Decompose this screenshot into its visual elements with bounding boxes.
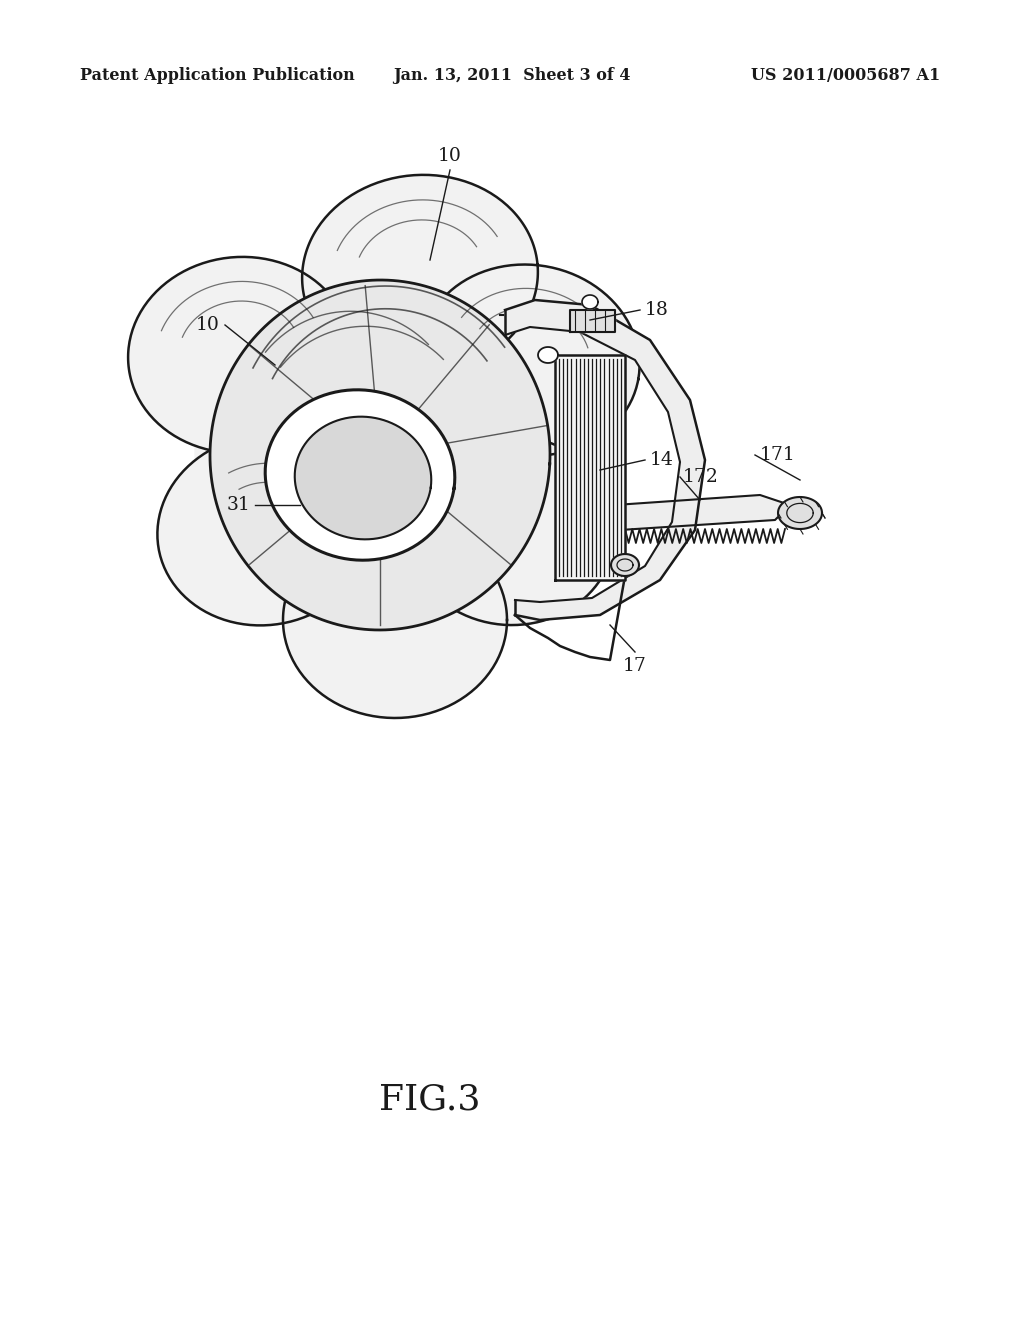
Text: 17: 17 — [623, 657, 647, 675]
Text: 10: 10 — [197, 315, 220, 334]
Text: US 2011/0005687 A1: US 2011/0005687 A1 — [751, 66, 940, 83]
Polygon shape — [283, 521, 507, 718]
Polygon shape — [421, 264, 640, 455]
Polygon shape — [265, 389, 455, 560]
Text: 31: 31 — [226, 496, 250, 513]
Text: Jan. 13, 2011  Sheet 3 of 4: Jan. 13, 2011 Sheet 3 of 4 — [393, 66, 631, 83]
Polygon shape — [210, 280, 550, 630]
Text: FIG.3: FIG.3 — [379, 1082, 480, 1117]
Polygon shape — [406, 434, 615, 626]
Text: Patent Application Publication: Patent Application Publication — [80, 66, 354, 83]
Text: 14: 14 — [650, 451, 674, 469]
Polygon shape — [610, 495, 790, 531]
Polygon shape — [582, 294, 598, 309]
Polygon shape — [778, 498, 822, 529]
Polygon shape — [538, 347, 558, 363]
Text: 18: 18 — [645, 301, 669, 319]
Polygon shape — [570, 310, 615, 333]
Polygon shape — [302, 174, 538, 375]
Polygon shape — [295, 417, 431, 540]
Polygon shape — [555, 355, 625, 579]
Polygon shape — [195, 255, 585, 645]
Text: 10: 10 — [438, 147, 462, 165]
Polygon shape — [505, 300, 705, 620]
Polygon shape — [158, 434, 373, 626]
Text: 172: 172 — [683, 469, 719, 486]
Polygon shape — [128, 257, 352, 453]
Polygon shape — [611, 554, 639, 576]
Text: 171: 171 — [760, 446, 796, 465]
